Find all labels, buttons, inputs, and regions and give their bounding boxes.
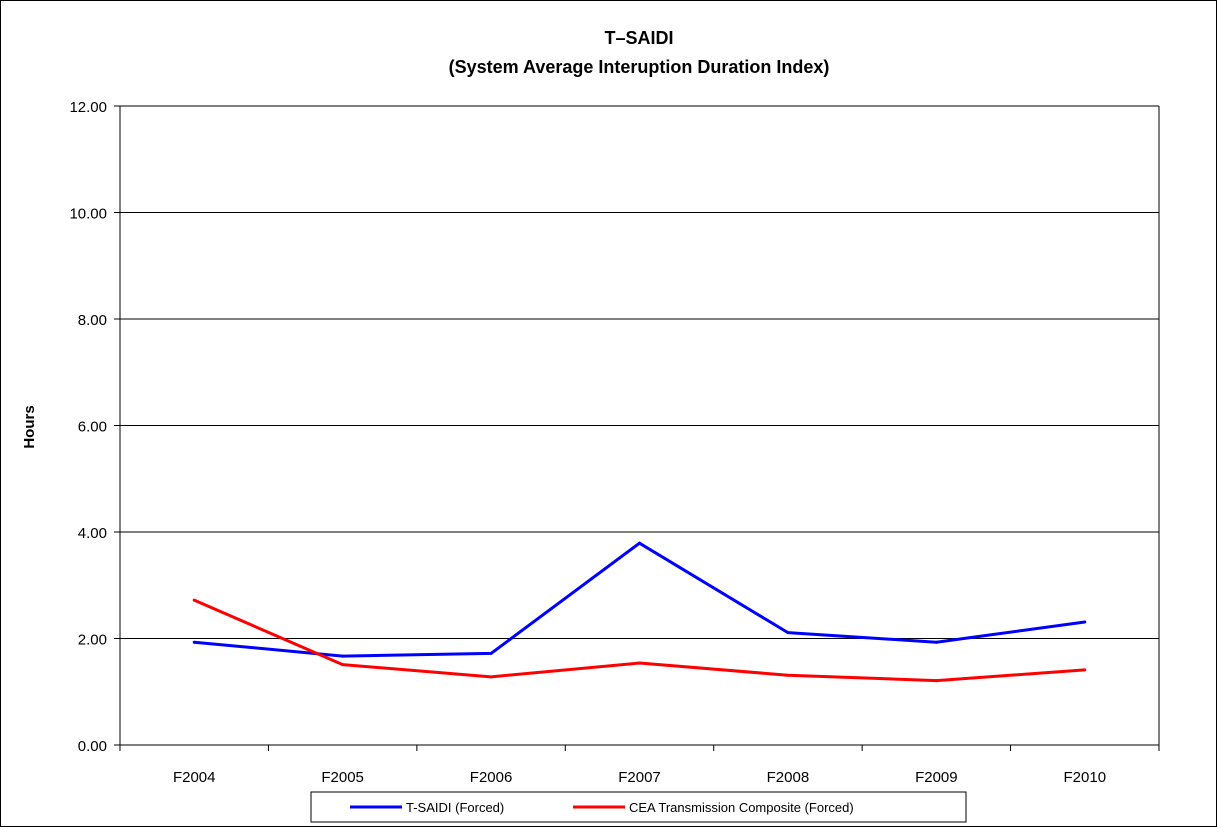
x-tick-label: F2006 <box>470 769 513 786</box>
legend: T-SAIDI (Forced) CEA Transmission Composi… <box>310 791 967 823</box>
y-tick-label: 10.00 <box>69 206 107 223</box>
series-line-1 <box>194 541 1085 658</box>
y-tick-label: 6.00 <box>78 419 107 436</box>
y-tick-label: 8.00 <box>78 312 107 329</box>
data-point <box>638 541 641 545</box>
data-point <box>638 661 641 665</box>
legend-label-2: CEA Transmission Composite (Forced) <box>629 800 854 815</box>
legend-box <box>310 791 967 823</box>
data-point <box>934 640 938 644</box>
x-tick-label: F2007 <box>618 769 661 786</box>
y-tick-label: 4.00 <box>78 525 107 542</box>
legend-label-1: T-SAIDI (Forced) <box>406 800 504 815</box>
gridlines <box>120 105 1159 639</box>
data-point <box>934 679 938 683</box>
y-tick-label: 2.00 <box>78 632 107 649</box>
data-point <box>1083 620 1087 624</box>
x-tick-label: F2008 <box>767 769 810 786</box>
x-tick-label: F2010 <box>1064 769 1107 786</box>
data-point <box>341 663 345 667</box>
data-point <box>489 675 493 679</box>
y-axis-label: Hours <box>21 405 38 448</box>
x-tick-label: F2009 <box>915 769 958 786</box>
x-axis-ticks: F2004 F2005 F2006 F2007 F2008 F2009 F2010 <box>119 745 1160 786</box>
series-lines <box>192 541 1087 683</box>
data-point <box>489 651 493 655</box>
data-point <box>192 598 196 602</box>
chart-title-line-2: (System Average Interuption Duration Ind… <box>449 57 830 77</box>
data-point <box>1083 668 1087 672</box>
chart-title-line-1: T–SAIDI <box>604 28 673 48</box>
x-tick-label: F2004 <box>173 769 216 786</box>
data-point <box>341 654 345 658</box>
y-axis-ticks: 0.00 2.00 4.00 6.00 8.00 10.00 12.00 <box>69 99 120 755</box>
y-tick-label: 0.00 <box>78 738 107 755</box>
data-point <box>786 673 790 677</box>
data-point <box>786 631 790 635</box>
x-tick-label: F2005 <box>321 769 364 786</box>
y-tick-label: 12.00 <box>69 99 107 116</box>
data-point <box>192 640 196 644</box>
